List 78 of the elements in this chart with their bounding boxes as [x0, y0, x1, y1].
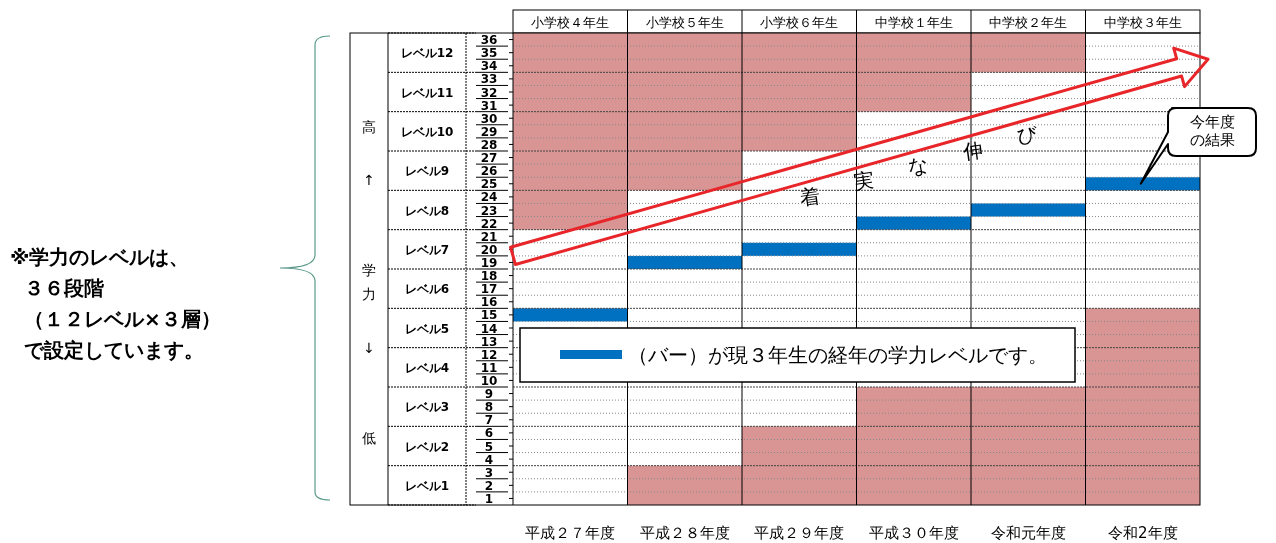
text: レベル7	[404, 242, 450, 257]
text: ※学力のレベルは、	[10, 245, 190, 269]
y-tick-label: 30	[480, 111, 498, 126]
y-tick-label: 3	[484, 465, 494, 480]
y-tick-label: 12	[480, 347, 498, 362]
y-tick-label: 1	[484, 491, 494, 506]
y-tick-label: 32	[480, 85, 498, 100]
text: 平成２９年度	[754, 524, 845, 542]
bar	[742, 242, 857, 256]
bar	[971, 203, 1086, 217]
y-tick-label: 31	[480, 98, 498, 113]
legend: （バー）が現３年生の経年の学力レベルです。	[519, 327, 1076, 383]
y-tick-label: 8	[484, 400, 494, 415]
y-tick-label: 11	[480, 360, 498, 375]
bar	[513, 308, 628, 322]
text: レベル11	[400, 85, 454, 100]
x-tick-label: 中学校３年生	[1103, 15, 1182, 30]
text: レベル4	[404, 360, 450, 375]
y-tick-label: 17	[480, 282, 498, 297]
callout: 今年度の結果	[1139, 107, 1257, 185]
y-tick-label: 26	[480, 164, 498, 179]
text: 令和元年度	[990, 524, 1066, 542]
y-tick-label: 10	[480, 373, 498, 388]
text: レベル2	[404, 439, 450, 454]
y-tick-label: 14	[480, 321, 498, 336]
y-tick-label: 7	[484, 413, 494, 428]
y-tick-label: 23	[480, 203, 498, 218]
text: 平成２８年度	[639, 524, 730, 542]
text: レベル9	[404, 164, 450, 179]
text: レベル3	[404, 400, 450, 415]
legend-label: （バー）が現３年生の経年の学力レベルです。	[628, 343, 1048, 367]
y-tick-label: 29	[480, 124, 498, 139]
bar	[971, 33, 1086, 73]
x-tick-label: 小学校５年生	[645, 15, 724, 30]
y-tick-label: 35	[480, 46, 498, 61]
y-tick-label: 20	[480, 242, 498, 257]
text: 高 ↑ 学力 ↓ 低	[361, 108, 377, 445]
annotation: 今年度の結果	[1188, 113, 1236, 149]
text: 平成２７年度	[525, 524, 616, 542]
x-tick-label: 小学校４年生	[531, 15, 610, 30]
text: レベル12	[400, 46, 454, 61]
bar	[1085, 177, 1200, 191]
y-tick-label: 15	[480, 308, 498, 323]
y-tick-label: 4	[484, 452, 494, 467]
y-tick-label: 9	[484, 387, 494, 402]
y-tick-label: 5	[484, 439, 494, 454]
text: （１２レベル×３層）	[24, 307, 221, 331]
text: で設定しています。	[24, 338, 204, 362]
text: レベル1	[404, 478, 450, 493]
y-tick-label: 13	[480, 334, 498, 349]
x-tick-label: 中学校２年生	[989, 15, 1068, 30]
text: レベル10	[400, 124, 454, 139]
y-tick-label: 6	[484, 426, 494, 441]
y-tick-label: 16	[480, 295, 498, 310]
y-tick-label: 25	[480, 177, 498, 192]
y-tick-label: 36	[480, 33, 498, 48]
y-tick-label: 18	[480, 269, 498, 284]
text: レベル5	[404, 321, 450, 336]
y-tick-label: 28	[480, 137, 498, 152]
y-tick-label: 21	[480, 229, 498, 244]
bar	[627, 255, 742, 269]
y-tick-label: 33	[480, 72, 498, 87]
arrow-text: 着実な伸び	[798, 121, 1039, 210]
text: ３６段階	[24, 276, 105, 300]
y-tick-label: 22	[480, 216, 498, 231]
y-tick-label: 19	[480, 255, 498, 270]
bar	[856, 216, 971, 230]
text: 平成３０年度	[868, 524, 959, 542]
bar	[627, 465, 742, 505]
y-tick-label: 27	[480, 151, 498, 166]
y-tick-label: 24	[480, 190, 498, 205]
text: レベル6	[404, 282, 450, 297]
y-tick-label: 2	[484, 478, 494, 493]
text: レベル8	[404, 203, 450, 218]
text: 令和2年度	[1107, 524, 1178, 542]
x-tick-label: 中学校１年生	[874, 15, 953, 30]
x-tick-label: 小学校６年生	[760, 15, 839, 30]
y-tick-label: 34	[480, 59, 498, 74]
